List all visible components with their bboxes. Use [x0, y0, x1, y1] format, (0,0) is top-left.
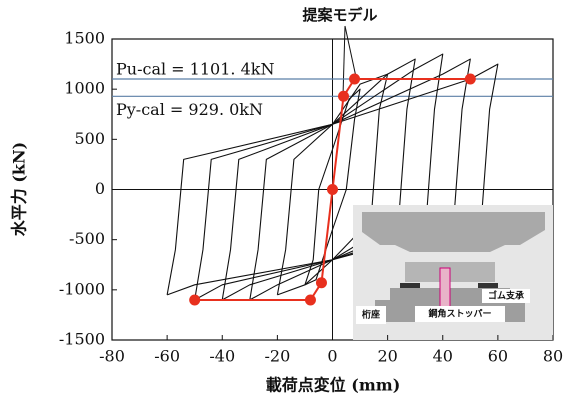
bearing: [478, 283, 498, 288]
reference-label: Pu-cal = 1101. 4kN: [116, 59, 274, 78]
y-tick-label: 0: [95, 179, 105, 198]
y-tick-label: -500: [69, 229, 105, 248]
model-point: [305, 295, 316, 306]
x-tick-label: 20: [377, 347, 397, 366]
leader-line: [343, 26, 345, 96]
inset-label: 桁座: [362, 309, 380, 321]
stopper: [440, 268, 450, 308]
y-tick-label: -1500: [59, 330, 105, 349]
x-tick-label: -80: [99, 347, 125, 366]
model-point: [327, 184, 338, 195]
model-point: [465, 73, 476, 84]
x-tick-label: 40: [433, 347, 453, 366]
inset: 桁座 鋼角ストッパー ゴム支承: [353, 205, 553, 340]
reference-label: Py-cal = 929. 0kN: [116, 100, 263, 119]
chart: 提案モデル 載荷点変位 (mm) 水平力 (kN) 桁座 鋼角ストッパー ゴム支…: [0, 0, 567, 401]
x-axis-title: 載荷点変位 (mm): [266, 376, 401, 395]
model-point: [189, 295, 200, 306]
y-tick-label: 500: [74, 129, 105, 148]
leader-line: [345, 26, 356, 77]
inset-label: 鋼角ストッパー: [427, 308, 491, 320]
y-tick-label: 1500: [64, 29, 105, 48]
model-point: [349, 73, 360, 84]
y-tick-label: 1000: [64, 79, 105, 98]
annotation: 提案モデル: [302, 6, 377, 24]
x-tick-label: 80: [543, 347, 563, 366]
inset-label: ゴム支承: [488, 290, 524, 302]
x-tick-label: -20: [264, 347, 290, 366]
x-tick-label: -40: [209, 347, 235, 366]
bearing: [400, 283, 420, 288]
model-point: [316, 277, 327, 288]
x-tick-label: -60: [154, 347, 180, 366]
page: 提案モデル 載荷点変位 (mm) 水平力 (kN) 桁座 鋼角ストッパー ゴム支…: [0, 0, 567, 401]
x-tick-label: 60: [488, 347, 508, 366]
x-tick-label: 0: [327, 347, 337, 366]
y-axis-title: 水平力 (kN): [10, 142, 29, 236]
y-tick-label: -1000: [59, 279, 105, 298]
model-point: [338, 91, 349, 102]
